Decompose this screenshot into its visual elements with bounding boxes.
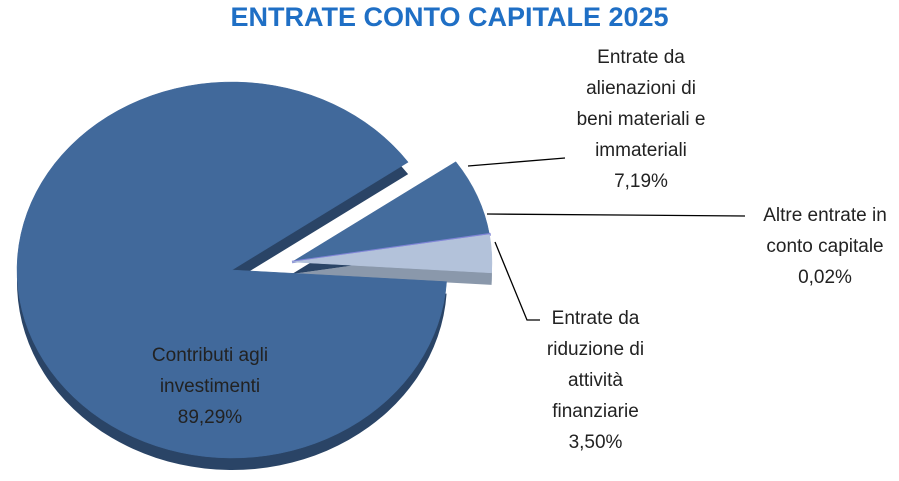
leader-line bbox=[486, 213, 746, 217]
category-label: Entrate da riduzione di attività finanzi… bbox=[546, 308, 645, 422]
slices bbox=[16, 81, 493, 471]
value-label: 7,19% bbox=[614, 171, 668, 192]
slice-label: Altre entrate in conto capitale 0,02% bbox=[760, 200, 890, 293]
slice-label: Contributi agli investimenti 89,29% bbox=[125, 340, 295, 433]
chart-title: ENTRATE CONTO CAPITALE 2025 bbox=[230, 2, 669, 32]
leader-line bbox=[494, 241, 540, 321]
category-label: Contributi agli investimenti bbox=[151, 345, 269, 397]
slice-label: Entrate da riduzione di attività finanzi… bbox=[533, 303, 658, 458]
slice bbox=[16, 81, 447, 459]
category-label: Entrate da alienazioni di beni materiali… bbox=[576, 47, 706, 161]
leader-line bbox=[467, 157, 566, 167]
category-label: Altre entrate in conto capitale bbox=[763, 205, 887, 257]
slice bbox=[291, 234, 493, 274]
value-label: 3,50% bbox=[568, 432, 623, 453]
value-label: 0,02% bbox=[798, 267, 852, 288]
slice-label: Entrate da alienazioni di beni materiali… bbox=[572, 42, 710, 197]
value-label: 89,29% bbox=[177, 407, 243, 428]
